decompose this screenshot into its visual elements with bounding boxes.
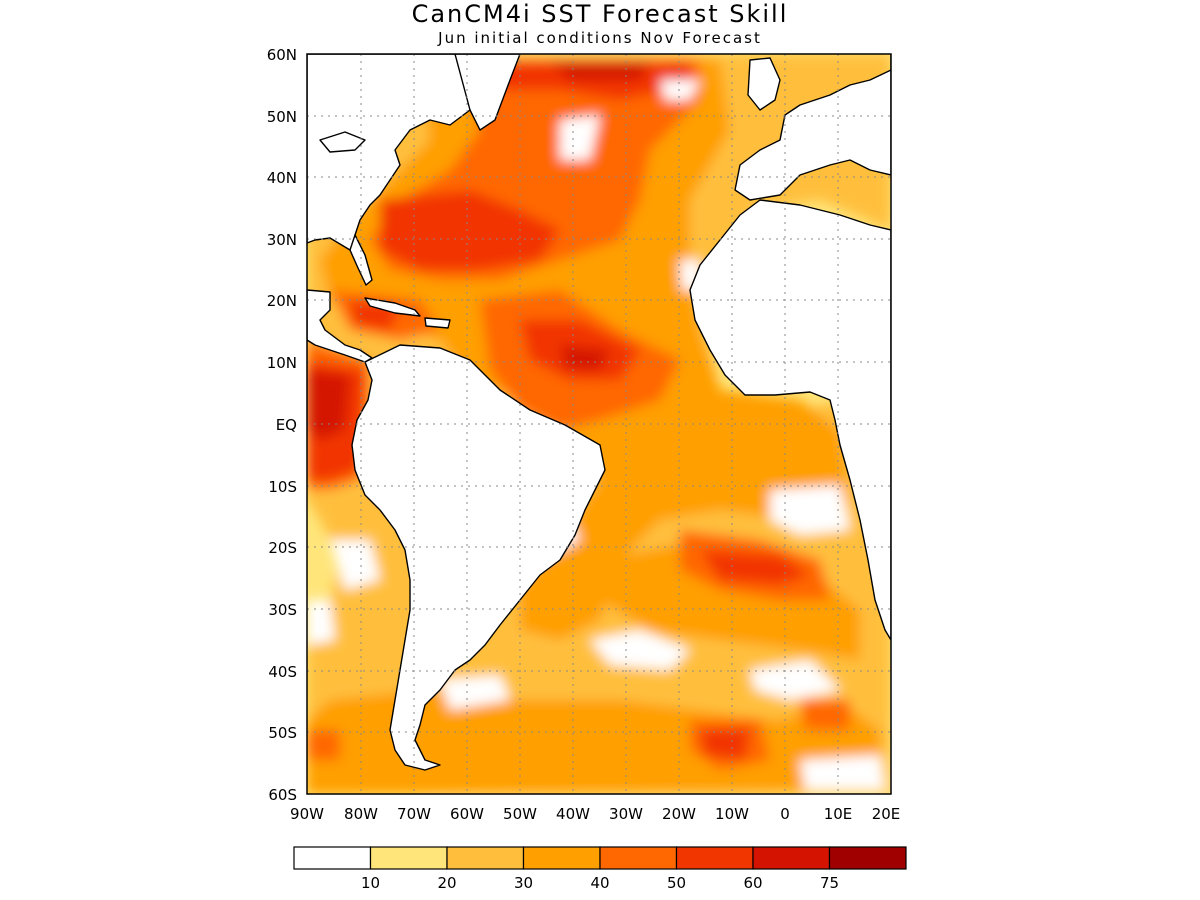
chart-subtitle: Jun initial conditions Nov Forecast: [438, 29, 762, 47]
colorbar-label: 60: [743, 874, 762, 892]
lon-tick-labels: 90W 80W 70W 60W 50W 40W 30W 20W 10W 0 10…: [290, 805, 900, 823]
lon-tick: 0: [780, 805, 790, 823]
lon-tick: 90W: [290, 805, 324, 823]
central-america-land: [307, 289, 373, 363]
lat-tick: 10S: [268, 478, 297, 496]
colorbar-box-0: [293, 846, 372, 870]
lat-tick: 60N: [267, 46, 297, 64]
lon-tick: 70W: [397, 805, 431, 823]
lon-tick: 40W: [556, 805, 590, 823]
lon-tick: 60W: [450, 805, 484, 823]
lon-tick: 10E: [824, 805, 853, 823]
colorbar-label: 40: [590, 874, 609, 892]
lat-tick: 20S: [268, 539, 297, 557]
chart-title: CanCM4i SST Forecast Skill: [411, 0, 789, 28]
florida-land: [349, 234, 373, 286]
gridlines: [307, 54, 891, 794]
map-frame: [306, 53, 892, 795]
lat-tick: 20N: [267, 292, 297, 310]
lon-tick: 80W: [344, 805, 378, 823]
lat-tick: 40S: [268, 663, 297, 681]
colorbar-box-7: [828, 846, 907, 870]
colorbar-label: 20: [437, 874, 456, 892]
colorbar-label: 30: [514, 874, 533, 892]
lon-tick: 50W: [503, 805, 537, 823]
lon-tick: 20E: [872, 805, 901, 823]
lon-tick: 30W: [609, 805, 643, 823]
colorbar-box-1: [369, 846, 448, 870]
skill-field: [307, 54, 891, 794]
europe-land: [734, 54, 891, 201]
great-lakes: [319, 131, 366, 153]
british-isles-land: [747, 57, 781, 111]
lat-tick: 30S: [268, 601, 297, 619]
lon-tick: 10W: [715, 805, 749, 823]
colorbar-box-4: [599, 846, 678, 870]
lat-tick: 50N: [267, 108, 297, 126]
greenland-land: [454, 54, 521, 131]
land-masses: [307, 54, 891, 771]
lat-tick: 40N: [267, 169, 297, 187]
colorbar-label: 50: [667, 874, 686, 892]
colorbar-label: 75: [820, 874, 839, 892]
colorbar-box-3: [522, 846, 601, 870]
lat-tick: EQ: [276, 416, 297, 434]
lat-tick: 60S: [268, 786, 297, 804]
lon-tick: 20W: [662, 805, 696, 823]
cuba-land: [364, 297, 421, 317]
south-america-land: [351, 344, 606, 771]
lat-tick: 10N: [267, 354, 297, 372]
colorbar-box-2: [446, 846, 525, 870]
africa-land: [689, 199, 891, 641]
colorbar: 10 20 30 40 50 60 75: [293, 846, 907, 892]
colorbar-box-6: [752, 846, 831, 870]
north-america-land: [307, 54, 471, 256]
lat-tick: 30N: [267, 231, 297, 249]
colorbar-box-5: [675, 846, 754, 870]
lat-tick: 50S: [268, 724, 297, 742]
hispaniola-land: [424, 317, 451, 329]
colorbar-label: 10: [361, 874, 380, 892]
lat-tick-labels: 60N 50N 40N 30N 20N 10N EQ 10S 20S 30S 4…: [267, 46, 297, 804]
